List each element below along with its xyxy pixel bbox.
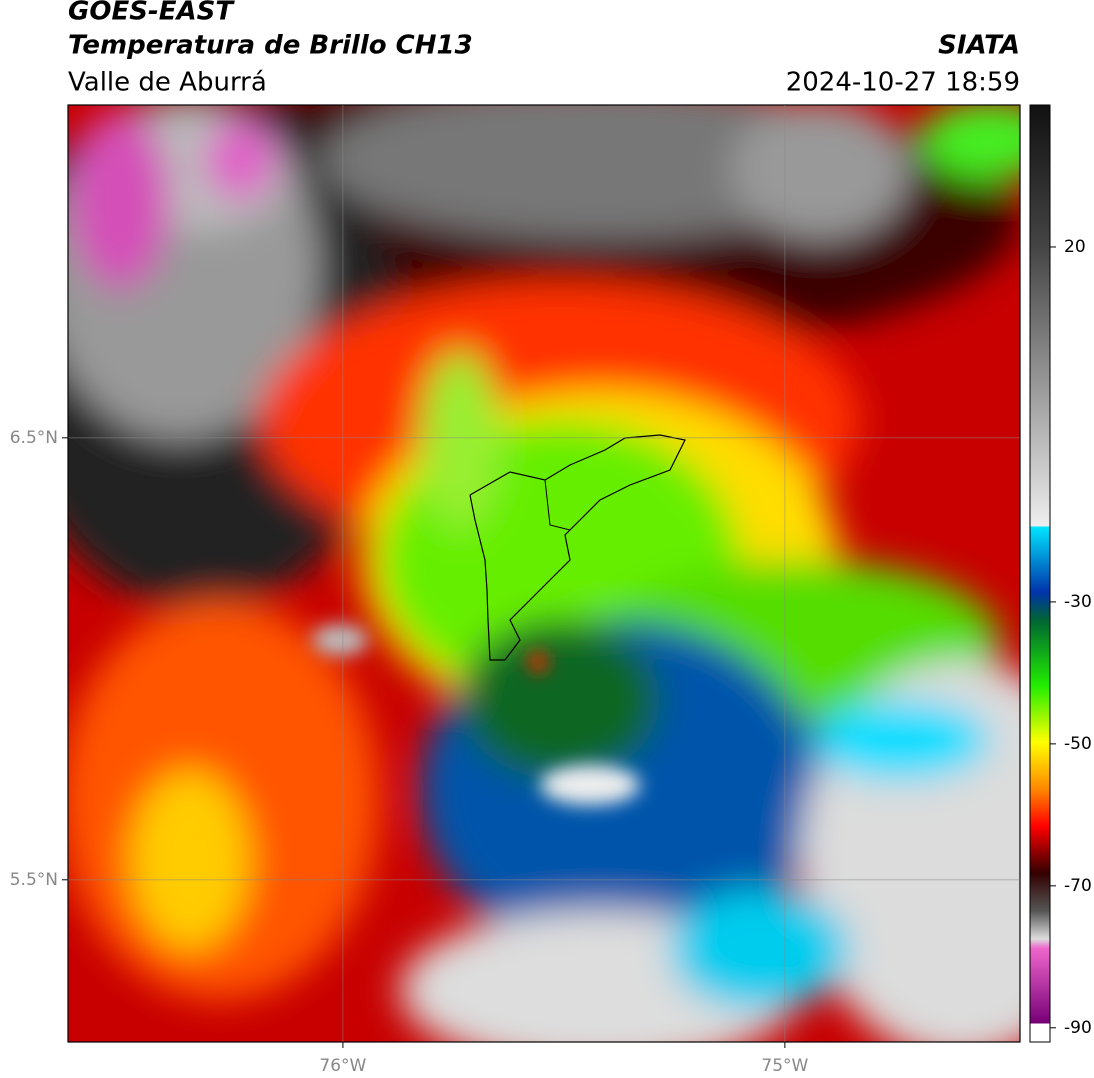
datetime: 2024-10-27 18:59 <box>786 68 1020 98</box>
subtitle: Temperatura de Brillo CH13 <box>68 31 473 61</box>
region: Valle de Aburrá <box>68 68 267 98</box>
colorbar-tick-label: -50 <box>1064 734 1092 754</box>
lat-tick-label: 6.5°N <box>10 428 58 448</box>
colorbar-tick-label: -70 <box>1064 876 1092 896</box>
lon-tick-label: 76°W <box>319 1056 366 1076</box>
map-frame <box>67 104 1021 1043</box>
lon-tick-label: 75°W <box>761 1056 808 1076</box>
colorbar-tick-label: 20 <box>1064 237 1086 257</box>
source: SIATA <box>938 31 1020 61</box>
satellite-image <box>68 105 1020 1042</box>
title: GOES-EAST <box>68 0 235 27</box>
colorbar <box>1029 104 1051 1043</box>
colorbar-tick-label: -30 <box>1064 592 1092 612</box>
colorbar-tick-label: -90 <box>1064 1018 1092 1038</box>
lat-tick-label: 5.5°N <box>10 870 58 890</box>
